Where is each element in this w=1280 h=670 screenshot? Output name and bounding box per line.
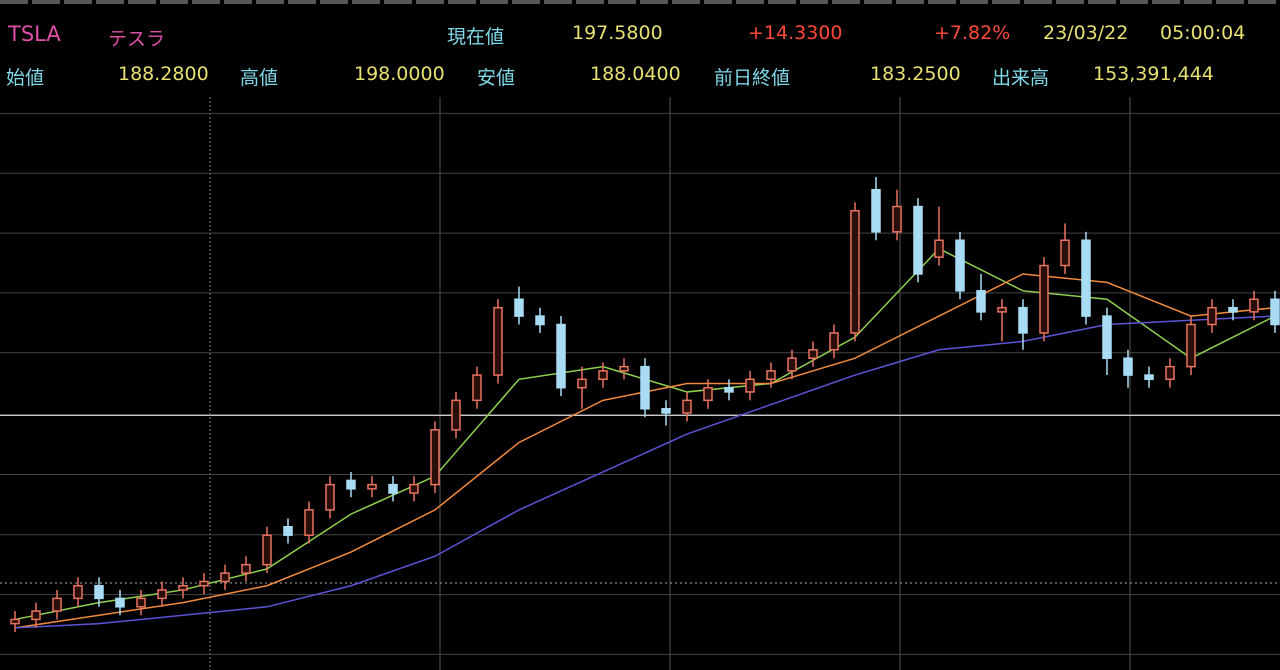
label: 現在値	[447, 26, 505, 48]
candle-body	[10, 618, 20, 625]
candle-body	[829, 332, 839, 351]
candle-body	[997, 306, 1007, 313]
value: 198.0000	[354, 63, 445, 85]
candle-body	[304, 509, 314, 536]
label: 高値	[240, 67, 279, 89]
name: テスラ	[108, 28, 166, 50]
candle-body	[451, 399, 461, 431]
candle-body	[115, 597, 125, 608]
value: 153,391,444	[1093, 63, 1214, 85]
candle-body	[1102, 315, 1112, 359]
candle-body	[787, 357, 797, 372]
candle-body	[157, 589, 167, 600]
candle-body	[430, 429, 440, 486]
label: 始値	[6, 67, 45, 89]
candle-body	[934, 239, 944, 258]
candle-body	[1144, 374, 1154, 381]
candle-body	[1270, 298, 1280, 326]
change-pct: +7.82%	[934, 22, 1011, 44]
candle-body	[31, 610, 41, 621]
label: 出来高	[992, 67, 1050, 89]
candle-body	[346, 479, 356, 490]
candle-body	[766, 370, 776, 381]
candle-body	[1165, 365, 1175, 381]
value: 188.2800	[118, 63, 209, 85]
candle-body	[514, 298, 524, 317]
candle-body	[493, 306, 503, 376]
candle-body	[871, 188, 881, 233]
candle-body	[472, 374, 482, 402]
candle-body	[409, 483, 419, 494]
moving-average	[14, 315, 1276, 629]
candle-body	[724, 386, 734, 393]
candle-body	[976, 290, 986, 313]
candle-body	[178, 584, 188, 591]
candle-body	[577, 378, 587, 389]
chart	[0, 97, 1280, 670]
candle-body	[913, 205, 923, 275]
candle-body	[556, 323, 566, 389]
v-grid	[209, 97, 1131, 670]
symbol: TSLA	[8, 22, 61, 46]
value: 188.0400	[590, 63, 681, 85]
candle-body	[52, 597, 62, 612]
candle-body	[619, 365, 629, 372]
candle-body	[94, 584, 104, 600]
candle-body	[1228, 306, 1238, 313]
candle-body	[388, 483, 398, 494]
candle-body	[661, 408, 671, 414]
top-strip	[0, 0, 1280, 4]
candle-body	[640, 365, 650, 410]
candle-body	[325, 483, 335, 511]
candle-body	[1081, 239, 1091, 317]
time: 05:00:04	[1160, 22, 1246, 44]
label: 安値	[477, 67, 516, 89]
date: 23/03/22	[1043, 22, 1129, 44]
candle-body	[682, 399, 692, 414]
candle-body	[535, 315, 545, 326]
candle-body	[892, 205, 902, 233]
candle-body	[1249, 298, 1259, 313]
value: 183.2500	[870, 63, 961, 85]
candle-body	[1060, 239, 1070, 267]
candle-body	[73, 584, 83, 600]
candle-body	[808, 349, 818, 359]
candle-body	[262, 534, 272, 566]
candle-body	[1123, 357, 1133, 376]
candle-body	[955, 239, 965, 292]
candle-body	[703, 386, 713, 402]
candle-body	[745, 378, 755, 393]
candle-body	[598, 370, 608, 381]
current: 197.5800	[572, 22, 663, 44]
candle-body	[1018, 306, 1028, 334]
change: +14.3300	[748, 22, 843, 44]
candle-body	[850, 210, 860, 334]
candle-body	[283, 526, 293, 536]
label: 前日終値	[714, 67, 791, 89]
candle-body	[367, 483, 377, 490]
candle-body	[220, 572, 230, 583]
candle-body	[1207, 306, 1217, 326]
candle-body	[241, 563, 251, 574]
candle-body	[199, 580, 209, 587]
candle-body	[1186, 323, 1196, 368]
candle-body	[1039, 264, 1049, 334]
candle-body	[136, 597, 146, 608]
